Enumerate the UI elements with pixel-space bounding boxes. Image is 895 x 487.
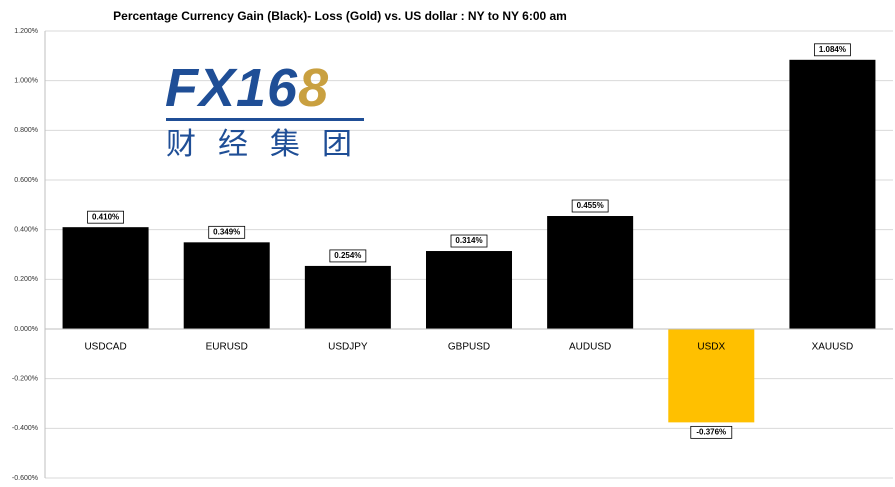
bar bbox=[183, 242, 270, 329]
plot: -0.600% -0.400% -0.200% 0.000% 0.200% 0.400% 0… bbox=[12, 28, 893, 482]
label-box bbox=[450, 234, 488, 248]
bar bbox=[668, 329, 755, 423]
y-tick-label: -0.200% bbox=[12, 376, 38, 383]
y-tick-label: 0.800% bbox=[14, 127, 38, 134]
bar bbox=[304, 265, 391, 329]
label-box bbox=[208, 225, 246, 239]
x-tick-label: USDCAD bbox=[84, 342, 126, 353]
logo-rule bbox=[166, 118, 364, 121]
y-tick-label: 1.200% bbox=[14, 28, 38, 35]
logo-tagline: 财经集团 bbox=[166, 128, 374, 161]
logo: FX168 财经集团 bbox=[165, 58, 374, 161]
logo-main: FX16 bbox=[165, 58, 298, 118]
value-label: 1.084% bbox=[819, 45, 846, 54]
bar bbox=[62, 227, 149, 329]
x-tick-label: AUDUSD bbox=[569, 342, 611, 353]
x-tick-label: USDJPY bbox=[328, 342, 368, 353]
label-box bbox=[571, 199, 609, 213]
value-label: 0.410% bbox=[92, 212, 119, 221]
logo-text: FX168 bbox=[165, 58, 329, 118]
value-label: -0.376% bbox=[696, 427, 726, 436]
y-tick-label: 0.400% bbox=[14, 227, 38, 234]
logo-accent: 8 bbox=[298, 58, 329, 118]
y-tick-label: -0.400% bbox=[12, 425, 38, 432]
value-label: 0.349% bbox=[213, 227, 240, 236]
x-tick-label: XAUUSD bbox=[812, 342, 854, 353]
x-tick-label: EURUSD bbox=[206, 342, 248, 353]
y-tick-label: 1.000% bbox=[14, 78, 38, 85]
value-label: 0.254% bbox=[334, 251, 361, 260]
bar bbox=[547, 216, 634, 329]
label-box bbox=[329, 249, 367, 263]
x-tick-label: USDX bbox=[697, 342, 725, 353]
bar bbox=[789, 59, 876, 329]
value-label: 0.455% bbox=[577, 201, 604, 210]
label-box bbox=[814, 43, 851, 57]
y-tick-label: 0.200% bbox=[14, 276, 38, 283]
chart-title: Percentage Currency Gain (Black)- Loss (… bbox=[113, 9, 567, 23]
value-label: 0.314% bbox=[455, 236, 482, 245]
y-tick-label: 0.000% bbox=[14, 326, 38, 333]
y-tick-label: -0.600% bbox=[12, 475, 38, 482]
label-box bbox=[87, 210, 124, 224]
x-tick-label: GBPUSD bbox=[448, 342, 490, 353]
bar bbox=[425, 251, 513, 329]
label-box bbox=[690, 425, 733, 439]
y-tick-label: 0.600% bbox=[14, 177, 38, 184]
